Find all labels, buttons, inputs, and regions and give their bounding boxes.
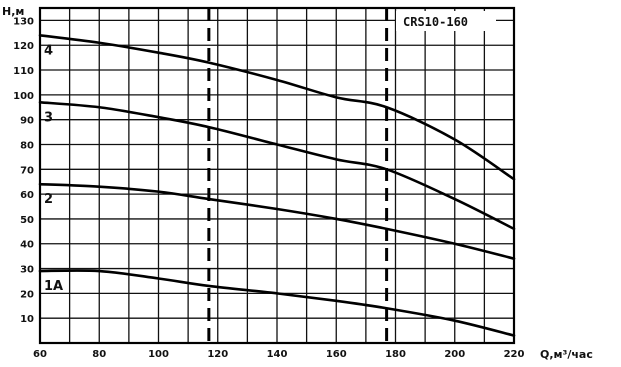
chart-title: CRS10-160: [403, 15, 468, 29]
y-tick-label: 60: [20, 190, 34, 201]
y-tick-labels: 10 20 30 40 50 60 70 80 90 100 110 120 130: [13, 16, 34, 325]
curve-3: [38, 100, 516, 231]
x-tick-label: 120: [207, 349, 228, 360]
curve-labels: 4 3 2 1A: [44, 43, 63, 294]
curve-4: [38, 33, 516, 181]
x-tick-label: 80: [92, 349, 106, 360]
x-axis-label: Q,м³/час: [540, 348, 593, 361]
curve-1a: [38, 269, 516, 337]
y-tick-label: 20: [20, 289, 34, 300]
x-tick-label: 220: [504, 349, 525, 360]
curve-label-2: 2: [44, 192, 53, 207]
y-tick-label: 70: [20, 165, 34, 176]
model-label-box: [396, 11, 496, 31]
y-tick-label: 90: [20, 116, 34, 127]
x-tick-label: 100: [148, 349, 169, 360]
y-tick-label: 100: [13, 91, 34, 102]
pump-curves: [38, 33, 516, 337]
y-tick-label: 110: [13, 66, 34, 77]
x-tick-label: 200: [444, 349, 465, 360]
x-tick-label: 160: [326, 349, 347, 360]
y-tick-label: 10: [20, 314, 34, 325]
plot-frame: [38, 6, 516, 345]
x-tick-label: 140: [267, 349, 288, 360]
vertical-marker-lines: [207, 8, 389, 343]
curve-label-3: 3: [44, 110, 53, 125]
plot-border: [38, 6, 516, 345]
y-tick-label: 40: [20, 240, 34, 251]
y-tick-label: 120: [13, 41, 34, 52]
y-tick-label: 50: [20, 215, 34, 226]
y-tick-label: 30: [20, 265, 34, 276]
x-tick-labels: 60 80 100 120 140 160 180 200 220: [33, 349, 524, 360]
curve-label-4: 4: [44, 43, 53, 58]
curve-label-1a: 1A: [44, 279, 63, 294]
x-tick-label: 60: [33, 349, 47, 360]
curve-2: [38, 182, 516, 260]
y-tick-label: 130: [13, 16, 34, 27]
x-tick-label: 180: [385, 349, 406, 360]
y-axis-label: H,м: [2, 5, 24, 18]
y-tick-label: 80: [20, 140, 34, 151]
